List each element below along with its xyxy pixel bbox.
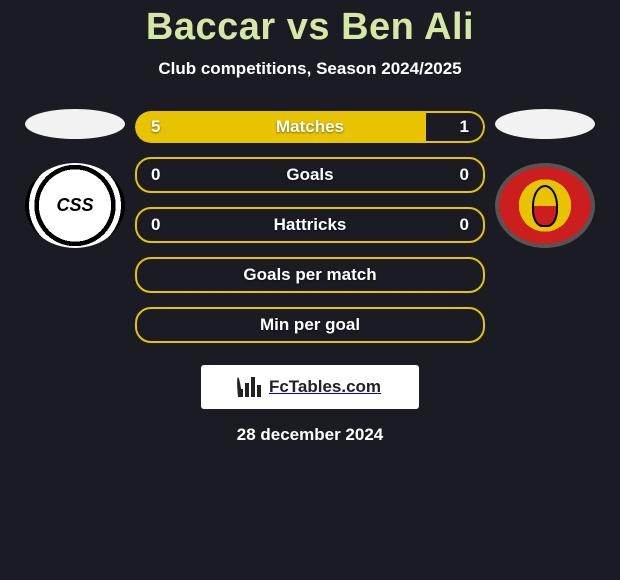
home-club-logo: [25, 163, 125, 248]
stat-away-value: 0: [460, 215, 469, 235]
page-title: Baccar vs Ben Ali: [0, 6, 620, 49]
stat-home-value: 0: [151, 165, 160, 185]
stat-away-value: 1: [460, 117, 469, 137]
stat-home-value: 5: [151, 117, 160, 137]
comparison-card: Baccar vs Ben Ali Club competitions, Sea…: [0, 0, 620, 580]
player-shadow-home: [25, 109, 125, 139]
away-side-col: [485, 111, 605, 343]
stat-label: Min per goal: [137, 315, 483, 335]
stats-column: 5 1 Matches 0 Goals 0 0 Hattricks 0 Goal…: [135, 111, 485, 343]
stat-home-bar: 5: [135, 111, 426, 143]
home-side-col: [15, 111, 135, 343]
stat-row-goals: 0 Goals 0: [135, 157, 485, 193]
stat-label: Goals per match: [137, 265, 483, 285]
stat-row-hattricks: 0 Hattricks 0: [135, 207, 485, 243]
brand-logo: FcTables.com: [239, 377, 381, 397]
content-row: 5 1 Matches 0 Goals 0 0 Hattricks 0 Goal…: [0, 111, 620, 343]
player-shadow-away: [495, 109, 595, 139]
stat-label: Goals: [137, 165, 483, 185]
page-subtitle: Club competitions, Season 2024/2025: [0, 59, 620, 79]
stat-row-matches: 5 1 Matches: [135, 111, 485, 143]
stat-away-bar: 1: [426, 111, 486, 143]
footer-date: 28 december 2024: [0, 425, 620, 445]
brand-badge[interactable]: FcTables.com: [201, 365, 419, 409]
stat-label: Hattricks: [137, 215, 483, 235]
stat-row-gpm: Goals per match: [135, 257, 485, 293]
stat-home-value: 0: [151, 215, 160, 235]
away-club-logo: [495, 163, 595, 248]
stat-away-value: 0: [460, 165, 469, 185]
brand-text: FcTables.com: [269, 377, 381, 397]
bar-chart-icon: [239, 377, 265, 397]
stat-row-mpg: Min per goal: [135, 307, 485, 343]
